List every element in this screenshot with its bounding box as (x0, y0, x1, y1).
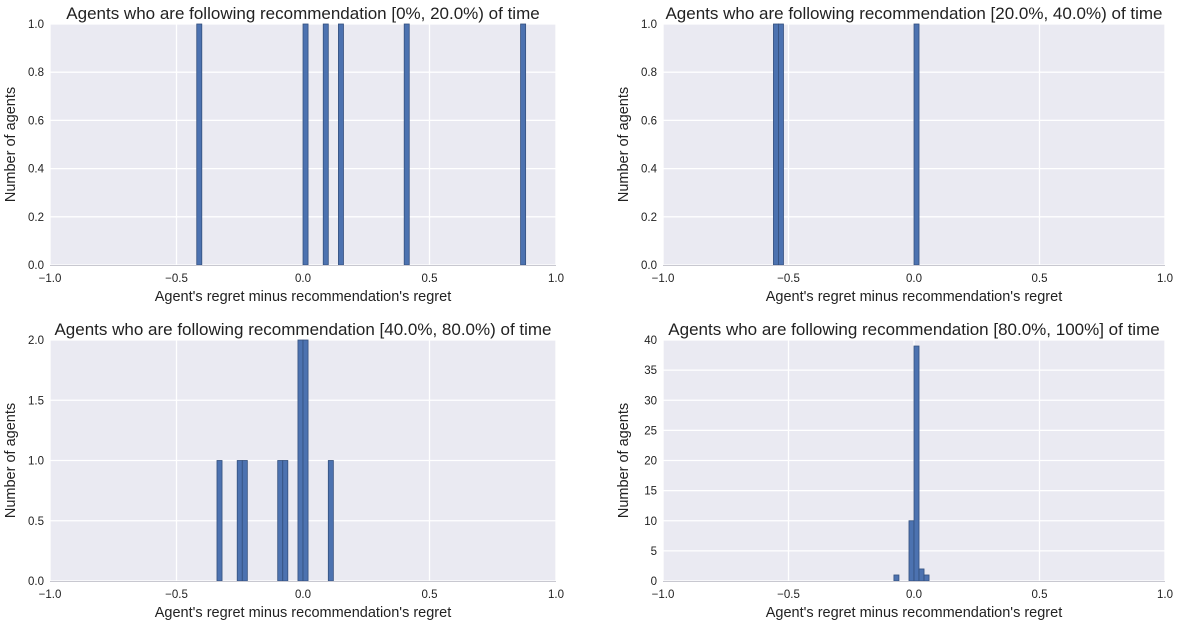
x-tick-label: −0.5 (777, 273, 800, 285)
y-tick-label: 15 (644, 486, 657, 498)
y-axis-label: Number of agents (3, 87, 19, 202)
y-tick-label: 1.5 (28, 395, 44, 407)
histogram-bar (216, 460, 223, 582)
y-tick-label: 0.2 (641, 212, 657, 224)
y-tick-label: 5 (651, 546, 657, 558)
histogram-bar (913, 345, 920, 582)
x-tick-label: 0.5 (422, 589, 438, 601)
x-tick-label: 1.0 (548, 273, 564, 285)
chart-panel-0: −1.0 −0.5 0.0 0.5 1.0 0.0 0.2 0.4 0.6 0.8 1.0 Agent… (3, 4, 564, 305)
y-tick-label: 0.8 (641, 67, 657, 79)
x-tick-label: 0.5 (422, 273, 438, 285)
y-tick-label: 0.6 (28, 115, 44, 127)
histogram-bar (893, 574, 900, 582)
histogram-bar (913, 23, 920, 266)
x-tick-label: 1.0 (1157, 589, 1173, 601)
y-tick-label: 30 (644, 395, 657, 407)
x-tick-label: −1.0 (39, 589, 62, 601)
chart-title: Agents who are following recommendation … (66, 4, 539, 23)
y-tick-label: 40 (644, 335, 657, 347)
histogram-bar (327, 460, 334, 582)
x-tick-label: 1.0 (548, 589, 564, 601)
x-tick-label: 0.0 (295, 589, 311, 601)
y-tick-label: 10 (644, 516, 657, 528)
x-tick-label: −0.5 (165, 273, 188, 285)
y-tick-label: 0.6 (641, 115, 657, 127)
y-tick-label: 0.4 (28, 164, 45, 176)
chart-panel-2: −1.0 −0.5 0.0 0.5 1.0 0.0 0.5 1.0 1.5 2.0 Agents w… (3, 320, 564, 621)
x-tick-label: 0.0 (295, 273, 311, 285)
y-axis-label: Number of agents (3, 403, 19, 518)
histogram-bar (918, 568, 925, 582)
y-axis-label: Number of agents (616, 403, 632, 518)
histogram-bar (297, 339, 304, 582)
x-tick-label: 1.0 (1157, 273, 1173, 285)
histogram-bar (403, 23, 410, 266)
histogram-bar (778, 23, 784, 266)
x-axis-label: Agent's regret minus recommendation's re… (766, 605, 1062, 621)
y-tick-label: 0.4 (641, 164, 658, 176)
histogram-bar (196, 23, 203, 266)
histogram-bar (773, 23, 779, 266)
y-tick-label: 0.5 (28, 516, 44, 528)
y-tick-label: 35 (644, 365, 657, 377)
y-tick-label: 1.0 (28, 19, 44, 31)
y-tick-label: 0.0 (28, 576, 44, 588)
histogram-bar (282, 460, 289, 582)
histogram-bar (923, 574, 930, 582)
histogram-bar (908, 520, 915, 582)
x-tick-label: 0.5 (1032, 589, 1048, 601)
x-tick-label: −1.0 (652, 273, 675, 285)
x-tick-label: 0.5 (1032, 273, 1048, 285)
chart-title: Agents who are following recommendation … (668, 320, 1159, 339)
y-tick-label: 0.8 (28, 67, 44, 79)
x-tick-label: −1.0 (39, 273, 62, 285)
x-tick-label: −0.5 (165, 589, 188, 601)
chart-panel-1: −1.0 −0.5 0.0 0.5 1.0 0.0 0.2 0.4 0.6 0.8 1.0 Agent… (616, 4, 1173, 305)
x-tick-label: 0.0 (906, 589, 922, 601)
histogram-bar (302, 23, 309, 266)
histogram-bar (277, 460, 284, 582)
x-tick-label: −1.0 (652, 589, 675, 601)
histogram-bar (241, 460, 248, 582)
histogram-bar (520, 23, 527, 266)
chart-panel-3: −1.0 −0.5 0.0 0.5 1.0 0 5 10 15 20 25 30 35 40 Agents … (616, 320, 1173, 621)
histogram-bar (338, 23, 344, 266)
x-tick-label: 0.0 (906, 273, 922, 285)
y-tick-label: 1.0 (641, 19, 657, 31)
histogram-bar (236, 460, 243, 582)
y-axis-label: Number of agents (616, 87, 632, 202)
y-tick-label: 0.2 (28, 212, 44, 224)
histogram-bar (322, 23, 329, 266)
x-tick-label: −0.5 (777, 589, 800, 601)
y-tick-label: 2.0 (28, 335, 44, 347)
y-tick-label: 0 (651, 576, 657, 588)
x-axis-label: Agent's regret minus recommendation's re… (766, 289, 1062, 305)
y-tick-label: 25 (644, 425, 657, 437)
y-tick-label: 0.0 (28, 260, 44, 272)
y-tick-label: 20 (644, 456, 657, 468)
y-tick-label: 0.0 (641, 260, 657, 272)
y-tick-label: 1.0 (28, 456, 44, 468)
x-axis-label: Agent's regret minus recommendation's re… (155, 289, 451, 305)
x-axis-label: Agent's regret minus recommendation's re… (155, 605, 451, 621)
histogram-bar (302, 339, 309, 582)
chart-title: Agents who are following recommendation … (54, 320, 551, 339)
chart-title: Agents who are following recommendation … (665, 4, 1162, 23)
